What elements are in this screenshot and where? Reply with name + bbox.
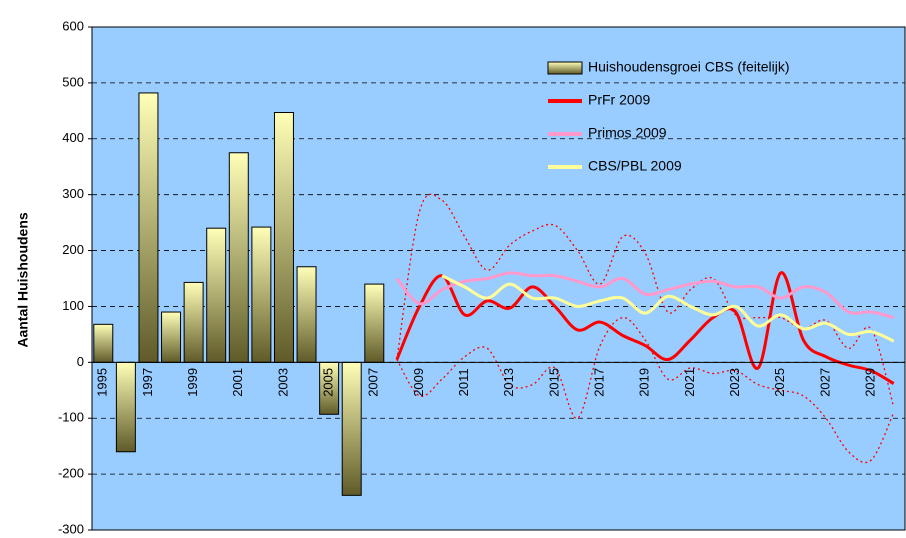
bar (273, 112, 294, 363)
bar (115, 361, 136, 453)
y-tick-label: 100 (62, 298, 84, 313)
x-tick-label: 2017 (592, 368, 607, 397)
y-tick-label: -100 (58, 410, 84, 425)
y-tick-label: 200 (62, 242, 84, 257)
bar (364, 283, 385, 363)
legend-swatch (547, 61, 583, 75)
y-tick-label: 600 (62, 18, 84, 33)
x-tick-label: 2013 (501, 368, 516, 397)
y-tick-label: 400 (62, 130, 84, 145)
bar (161, 311, 182, 363)
x-tick-label: 1997 (140, 368, 155, 397)
x-tick-label: 2007 (366, 368, 381, 397)
bar (183, 281, 204, 363)
line (441, 274, 895, 343)
x-tick-label: 2015 (546, 368, 561, 397)
y-tick-label: 0 (77, 354, 84, 369)
x-tick-label: 2029 (863, 368, 878, 397)
x-tick-label: 2021 (682, 368, 697, 397)
bar (341, 361, 362, 496)
x-tick-label: 2005 (321, 368, 336, 397)
legend-label: Huishoudensgroei CBS (feitelijk) (588, 59, 790, 75)
line (395, 271, 895, 320)
bar (251, 226, 272, 363)
y-tick-label: 500 (62, 74, 84, 89)
legend-label: PrFr 2009 (588, 92, 650, 108)
bar (296, 266, 317, 363)
y-axis-label: Aantal Huishoudens (15, 212, 31, 348)
x-tick-label: 2027 (817, 368, 832, 397)
x-tick-label: 2019 (637, 368, 652, 397)
x-tick-label: 2009 (411, 368, 426, 397)
x-tick-label: 2003 (275, 368, 290, 397)
plot-border (91, 26, 906, 531)
bar (93, 323, 114, 363)
range-line (396, 316, 895, 464)
x-tick-label: 2025 (772, 368, 787, 397)
y-tick-label: 300 (62, 186, 84, 201)
y-tick-label: -300 (58, 521, 84, 536)
bar (206, 227, 227, 363)
x-tick-label: 1995 (95, 368, 110, 397)
plot-area (92, 27, 905, 530)
x-tick-label: 2001 (230, 368, 245, 397)
legend-label: Primos 2009 (588, 125, 667, 141)
x-tick-label: 2011 (456, 368, 471, 396)
bar (228, 152, 249, 363)
bar (138, 92, 159, 363)
y-tick-label: -200 (58, 466, 84, 481)
range-line (396, 193, 895, 408)
x-tick-label: 2023 (727, 368, 742, 397)
line (395, 271, 895, 385)
legend-label: CBS/PBL 2009 (588, 158, 682, 174)
x-tick-label: 1999 (185, 368, 200, 397)
